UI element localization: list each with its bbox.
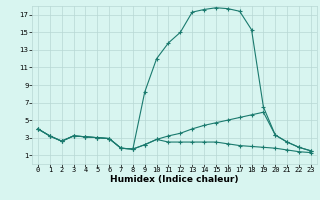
X-axis label: Humidex (Indice chaleur): Humidex (Indice chaleur) [110, 175, 239, 184]
